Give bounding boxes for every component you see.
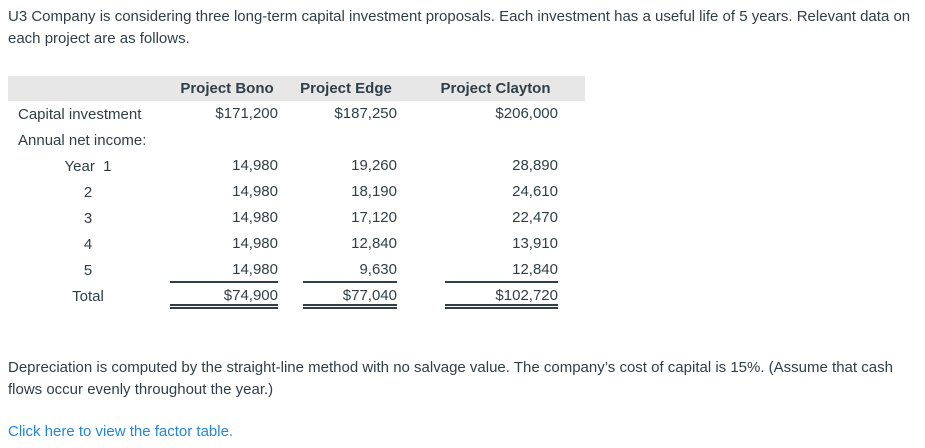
cell-clayton-total: $102,720 xyxy=(406,283,585,309)
column-header-project-clayton: Project Clayton xyxy=(406,76,585,101)
cell-bono-year-1: 14,980 xyxy=(232,157,278,174)
table-row-year-2: 2 14,980 18,190 24,610 xyxy=(8,179,585,205)
cell-bono-year-5: 14,980 xyxy=(168,257,286,283)
column-header-project-edge: Project Edge xyxy=(286,76,406,101)
column-header-project-bono: Project Bono xyxy=(168,76,286,101)
cell-bono-year-4: 14,980 xyxy=(232,235,278,252)
cell-clayton-year-5: 12,840 xyxy=(406,257,585,283)
cell-bono-blank xyxy=(168,127,286,153)
factor-table-link[interactable]: Click here to view the factor table. xyxy=(8,423,234,440)
table-row-capital-investment: Capital investment $171,200 $187,250 $20… xyxy=(8,101,585,127)
cell-edge-year-2: 18,190 xyxy=(351,183,397,200)
table-row-total: Total $74,900 $77,040 $102,720 xyxy=(8,283,585,309)
row-label-year-3: 3 xyxy=(83,209,93,227)
row-label-year-2: 2 xyxy=(83,183,93,201)
row-label-year-4: 4 xyxy=(83,235,93,253)
cell-edge-blank xyxy=(286,127,406,153)
column-header-blank xyxy=(8,76,168,101)
table-row-annual-net-income: Annual net income: xyxy=(8,127,585,153)
row-label-year-5: 5 xyxy=(83,261,93,279)
cell-clayton-capital: $206,000 xyxy=(495,105,558,122)
cell-bono-year-3: 14,980 xyxy=(232,209,278,226)
cell-edge-year-4: 12,840 xyxy=(351,235,397,252)
cell-clayton-year-3: 22,470 xyxy=(512,209,558,226)
table-row-year-3: 3 14,980 17,120 22,470 xyxy=(8,205,585,231)
cell-clayton-year-2: 24,610 xyxy=(512,183,558,200)
cell-bono-capital: $171,200 xyxy=(215,105,278,122)
depreciation-note: Depreciation is computed by the straight… xyxy=(8,359,893,398)
cell-clayton-year-4: 13,910 xyxy=(512,235,558,252)
cell-edge-year-3: 17,120 xyxy=(351,209,397,226)
row-label-total: Total xyxy=(72,287,104,305)
cell-edge-year-1: 19,260 xyxy=(351,157,397,174)
cell-edge-year-5: 9,630 xyxy=(286,257,406,283)
cell-bono-total: $74,900 xyxy=(168,283,286,309)
cell-clayton-year-1: 28,890 xyxy=(512,157,558,174)
cell-edge-total: $77,040 xyxy=(286,283,406,309)
table-row-year-1: Year 1 14,980 19,260 28,890 xyxy=(8,153,585,179)
cell-edge-capital: $187,250 xyxy=(334,105,397,122)
project-data-table: Project Bono Project Edge Project Clayto… xyxy=(8,76,585,309)
table-header-row: Project Bono Project Edge Project Clayto… xyxy=(8,76,585,101)
row-label-annual-net-income: Annual net income: xyxy=(18,131,147,149)
row-label-capital-investment: Capital investment xyxy=(18,105,142,123)
problem-statement: U3 Company is considering three long-ter… xyxy=(8,8,911,47)
cell-clayton-blank xyxy=(406,127,585,153)
table-row-year-5: 5 14,980 9,630 12,840 xyxy=(8,257,585,283)
table-row-year-4: 4 14,980 12,840 13,910 xyxy=(8,231,585,257)
row-label-year-1: Year 1 xyxy=(64,157,112,175)
cell-bono-year-2: 14,980 xyxy=(232,183,278,200)
